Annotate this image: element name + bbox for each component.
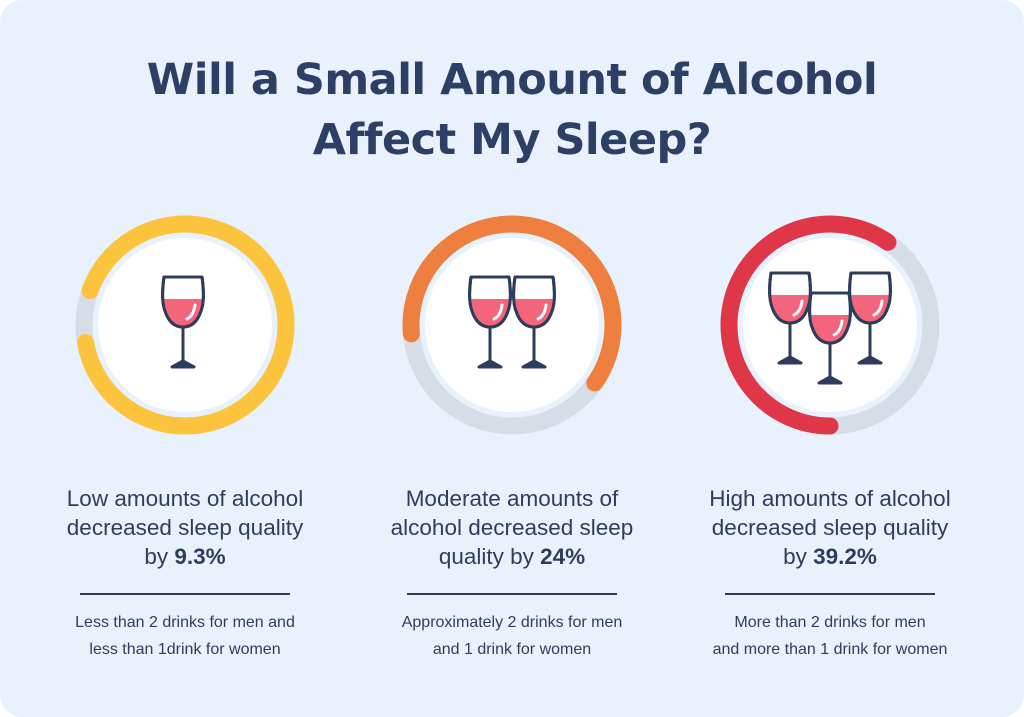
value-label-moderate: 24% [540, 544, 586, 569]
headline-prefix: by [783, 544, 814, 569]
stat-column-high: High amounts of alcohol decreased sleep … [670, 210, 990, 680]
headline-prefix: by [144, 544, 175, 569]
headline-value-line: quality by 24% [352, 542, 672, 571]
headline-high: High amounts of alcohol decreased sleep … [670, 484, 990, 571]
ring-arc-low [77, 215, 295, 435]
headline-line: alcohol decreased sleep [390, 515, 634, 540]
headline-line: Low amounts of alcohol [66, 486, 304, 511]
ring-inner-moderate [425, 238, 599, 412]
title-line-2: Affect My Sleep? [312, 115, 712, 165]
headline-low: Low amounts of alcohol decreased sleep q… [25, 484, 345, 571]
title-line-1: Will a Small Amount of Alcohol [146, 55, 878, 105]
note-line: More than 2 drinks for men [734, 614, 926, 631]
ring-arc-moderate [402, 215, 622, 392]
note-line: less than 1drink for women [89, 641, 281, 658]
headline-line: decreased sleep quality [66, 515, 304, 540]
headline-value-line: by 39.2% [670, 542, 990, 571]
stat-column-moderate: Moderate amounts of alcohol decreased sl… [352, 210, 672, 680]
divider [80, 593, 290, 595]
donut-ring-high [720, 215, 940, 435]
headline-line: Moderate amounts of [405, 486, 619, 511]
headline-line: decreased sleep quality [711, 515, 949, 540]
page-title: Will a Small Amount of Alcohol Affect My… [0, 50, 1024, 170]
value-label-low: 9.3% [174, 544, 226, 569]
headline-moderate: Moderate amounts of alcohol decreased sl… [352, 484, 672, 571]
note-moderate: Approximately 2 drinks for men and 1 dri… [352, 609, 672, 663]
ring-arc-high [720, 215, 897, 435]
note-high: More than 2 drinks for men and more than… [670, 609, 990, 663]
note-line: Approximately 2 drinks for men [401, 614, 623, 631]
headline-line: High amounts of alcohol [709, 486, 951, 511]
divider [407, 593, 617, 595]
divider [725, 593, 935, 595]
note-line: and more than 1 drink for women [712, 641, 948, 658]
note-low: Less than 2 drinks for men and less than… [25, 609, 345, 663]
note-line: Less than 2 drinks for men and [75, 614, 295, 631]
note-line: and 1 drink for women [432, 641, 592, 658]
headline-prefix: quality by [438, 544, 541, 569]
donut-ring-moderate [402, 215, 622, 435]
donut-ring-low [75, 215, 295, 435]
stat-column-low: Low amounts of alcohol decreased sleep q… [25, 210, 345, 680]
value-label-high: 39.2% [813, 544, 877, 569]
headline-value-line: by 9.3% [25, 542, 345, 571]
